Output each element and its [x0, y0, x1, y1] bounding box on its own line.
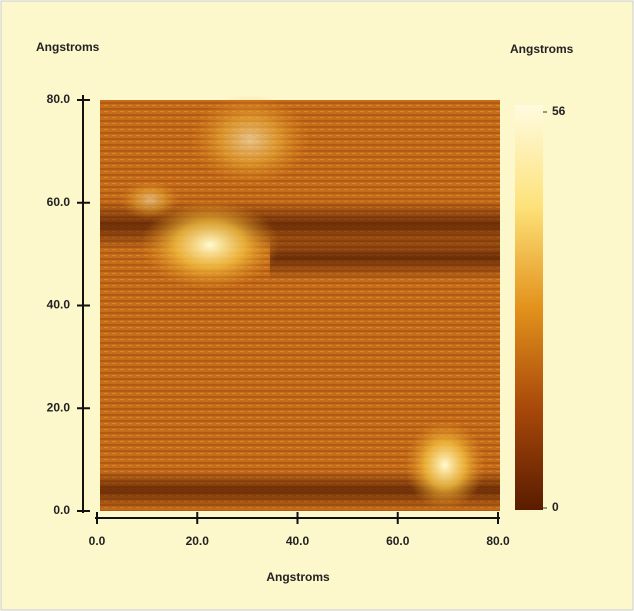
- colorbar-label: Angstroms: [510, 42, 574, 56]
- colorbar-tick-label: 56: [552, 104, 566, 118]
- y-tick-label: 0.0: [53, 503, 70, 517]
- x-tick-label: 40.0: [286, 534, 310, 548]
- x-tick-label: 60.0: [386, 534, 410, 548]
- x-tick-label: 0.0: [89, 534, 106, 548]
- y-tick-label: 20.0: [47, 400, 71, 414]
- y-tick-label: 60.0: [47, 195, 71, 209]
- colorbar: [515, 105, 543, 510]
- y-axis-label: Angstroms: [36, 40, 100, 54]
- x-tick-label: 20.0: [186, 534, 210, 548]
- y-tick-label: 40.0: [47, 298, 71, 312]
- x-tick-label: 80.0: [486, 534, 510, 548]
- y-tick-label: 80.0: [47, 92, 71, 106]
- heatmap-image: [100, 95, 500, 511]
- colorbar-tick-label: 0: [552, 500, 559, 514]
- x-axis-label: Angstroms: [266, 570, 330, 584]
- chart: Angstroms Angstroms Angstroms 0.0 20.0 40.…: [0, 0, 634, 611]
